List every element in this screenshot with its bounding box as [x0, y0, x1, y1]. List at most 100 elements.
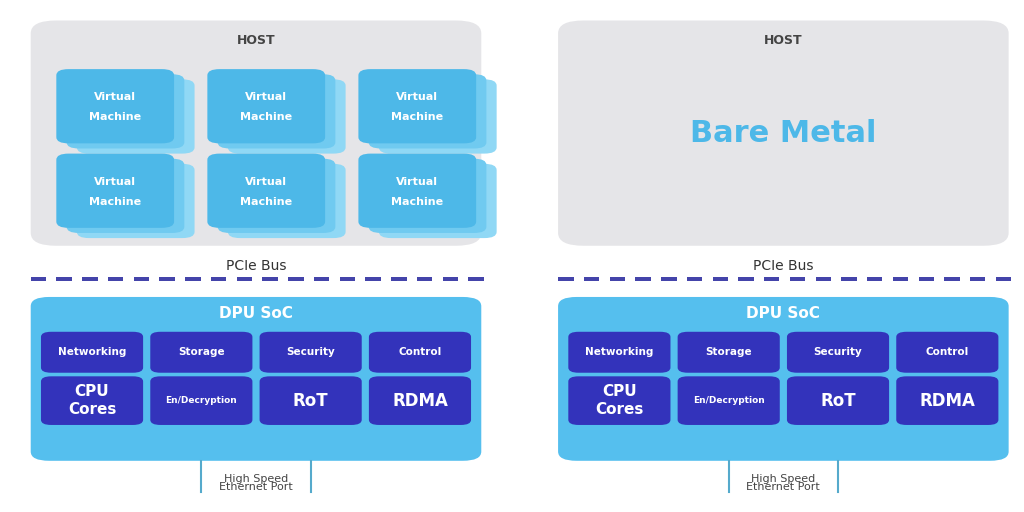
- Bar: [764, 277, 779, 281]
- FancyBboxPatch shape: [787, 332, 889, 373]
- Bar: [185, 277, 201, 281]
- Text: RoT: RoT: [293, 392, 329, 410]
- FancyBboxPatch shape: [369, 376, 471, 425]
- Bar: [262, 277, 278, 281]
- Text: Virtual: Virtual: [94, 92, 136, 102]
- Bar: [893, 277, 908, 281]
- Text: En/Decryption: En/Decryption: [693, 396, 765, 405]
- FancyBboxPatch shape: [379, 79, 497, 154]
- Bar: [108, 277, 124, 281]
- FancyBboxPatch shape: [369, 159, 486, 233]
- FancyBboxPatch shape: [207, 154, 326, 228]
- FancyBboxPatch shape: [218, 74, 336, 148]
- FancyBboxPatch shape: [369, 74, 486, 148]
- Text: DPU SoC: DPU SoC: [746, 306, 820, 321]
- Bar: [584, 277, 599, 281]
- Text: CPU
Cores: CPU Cores: [68, 385, 116, 417]
- FancyBboxPatch shape: [31, 20, 481, 246]
- FancyBboxPatch shape: [558, 20, 1009, 246]
- Text: HOST: HOST: [237, 34, 275, 48]
- FancyBboxPatch shape: [260, 332, 361, 373]
- FancyBboxPatch shape: [260, 376, 361, 425]
- FancyBboxPatch shape: [787, 376, 889, 425]
- FancyBboxPatch shape: [151, 332, 252, 373]
- Text: En/Decryption: En/Decryption: [166, 396, 238, 405]
- Text: PCIe Bus: PCIe Bus: [225, 259, 287, 273]
- Text: Virtual: Virtual: [396, 177, 438, 187]
- Bar: [919, 277, 934, 281]
- Bar: [609, 277, 625, 281]
- Text: RoT: RoT: [820, 392, 856, 410]
- Text: Virtual: Virtual: [94, 177, 136, 187]
- Bar: [867, 277, 883, 281]
- Text: Machine: Machine: [89, 112, 141, 122]
- FancyBboxPatch shape: [207, 69, 326, 143]
- Bar: [842, 277, 857, 281]
- Bar: [160, 277, 175, 281]
- Text: Machine: Machine: [89, 197, 141, 207]
- FancyBboxPatch shape: [218, 159, 336, 233]
- Text: Virtual: Virtual: [396, 92, 438, 102]
- Bar: [635, 277, 651, 281]
- Bar: [31, 277, 46, 281]
- FancyBboxPatch shape: [896, 376, 998, 425]
- FancyBboxPatch shape: [358, 154, 476, 228]
- Text: Networking: Networking: [57, 347, 126, 357]
- Bar: [442, 277, 458, 281]
- FancyBboxPatch shape: [568, 332, 671, 373]
- Bar: [662, 277, 677, 281]
- Bar: [815, 277, 831, 281]
- Bar: [468, 277, 484, 281]
- Bar: [237, 277, 252, 281]
- Bar: [366, 277, 381, 281]
- Bar: [314, 277, 330, 281]
- FancyBboxPatch shape: [56, 69, 174, 143]
- FancyBboxPatch shape: [678, 332, 780, 373]
- Text: HOST: HOST: [764, 34, 803, 48]
- Bar: [970, 277, 985, 281]
- FancyBboxPatch shape: [379, 164, 497, 238]
- Bar: [944, 277, 959, 281]
- FancyBboxPatch shape: [369, 332, 471, 373]
- Bar: [134, 277, 150, 281]
- FancyBboxPatch shape: [67, 74, 184, 148]
- FancyBboxPatch shape: [358, 69, 476, 143]
- Text: Networking: Networking: [585, 347, 653, 357]
- Bar: [82, 277, 97, 281]
- Text: Control: Control: [926, 347, 969, 357]
- FancyBboxPatch shape: [56, 154, 174, 228]
- Text: RDMA: RDMA: [392, 392, 447, 410]
- FancyBboxPatch shape: [41, 332, 143, 373]
- Bar: [558, 277, 573, 281]
- Text: Control: Control: [398, 347, 441, 357]
- FancyBboxPatch shape: [227, 79, 346, 154]
- Text: Storage: Storage: [178, 347, 224, 357]
- Bar: [713, 277, 728, 281]
- Bar: [391, 277, 407, 281]
- Bar: [995, 277, 1012, 281]
- FancyBboxPatch shape: [227, 164, 346, 238]
- Text: CPU
Cores: CPU Cores: [595, 385, 643, 417]
- FancyBboxPatch shape: [558, 297, 1009, 461]
- Bar: [738, 277, 754, 281]
- FancyBboxPatch shape: [77, 79, 195, 154]
- Bar: [417, 277, 432, 281]
- Text: Machine: Machine: [241, 197, 292, 207]
- Text: Security: Security: [287, 347, 335, 357]
- FancyBboxPatch shape: [568, 376, 671, 425]
- Text: Security: Security: [814, 347, 862, 357]
- Text: DPU SoC: DPU SoC: [219, 306, 293, 321]
- Text: Machine: Machine: [391, 197, 443, 207]
- Text: Machine: Machine: [391, 112, 443, 122]
- Bar: [340, 277, 355, 281]
- Bar: [56, 277, 72, 281]
- Text: High Speed: High Speed: [224, 474, 288, 484]
- Text: Virtual: Virtual: [245, 177, 288, 187]
- FancyBboxPatch shape: [67, 159, 184, 233]
- Text: RDMA: RDMA: [920, 392, 975, 410]
- Text: PCIe Bus: PCIe Bus: [753, 259, 814, 273]
- FancyBboxPatch shape: [896, 332, 998, 373]
- Text: Ethernet Port: Ethernet Port: [746, 482, 820, 493]
- FancyBboxPatch shape: [151, 376, 252, 425]
- Text: Ethernet Port: Ethernet Port: [219, 482, 293, 493]
